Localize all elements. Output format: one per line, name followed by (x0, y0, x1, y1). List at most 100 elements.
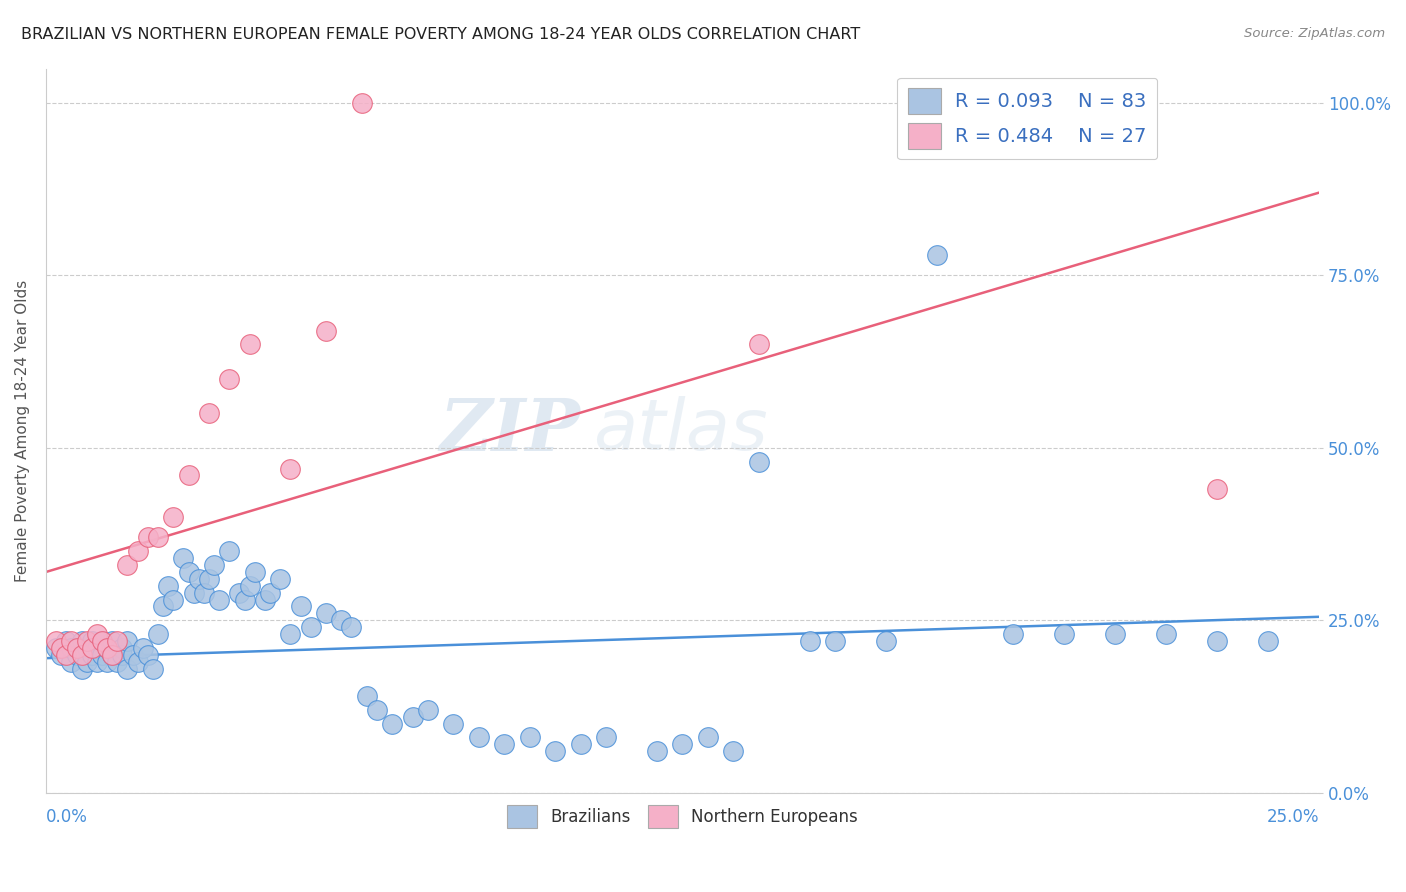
Point (381, 716, 404, 731)
Point (645, 744, 668, 758)
Point (146, 531, 169, 545)
Point (269, 572, 291, 586)
Point (198, 406, 221, 420)
Point (290, 599, 312, 614)
Text: Source: ZipAtlas.com: Source: ZipAtlas.com (1244, 27, 1385, 40)
Legend: Brazilians, Northern Europeans: Brazilians, Northern Europeans (501, 798, 865, 835)
Point (177, 565, 200, 579)
Point (280, 461, 302, 475)
Point (60, 655, 83, 669)
Point (132, 640, 155, 655)
Point (239, 579, 262, 593)
Point (187, 572, 209, 586)
Point (202, 558, 225, 572)
Point (198, 572, 221, 586)
Point (468, 731, 491, 745)
Point (595, 731, 617, 745)
Point (91, 648, 114, 662)
Text: 25.0%: 25.0% (1267, 807, 1319, 826)
Point (315, 607, 337, 621)
Point (233, 592, 256, 607)
Point (208, 592, 231, 607)
Point (544, 744, 567, 758)
Point (76, 634, 98, 648)
Point (96, 640, 118, 655)
Point (146, 627, 169, 641)
Point (259, 585, 281, 599)
Point (228, 585, 250, 599)
Point (80, 648, 103, 662)
Point (127, 655, 149, 669)
Point (45, 640, 67, 655)
Point (65, 648, 87, 662)
Point (1154, 627, 1177, 641)
Point (117, 634, 139, 648)
Point (925, 248, 948, 262)
Point (671, 738, 693, 752)
Point (177, 468, 200, 483)
Point (51, 648, 73, 662)
Point (117, 661, 139, 675)
Point (136, 648, 159, 662)
Point (76, 655, 98, 669)
Point (70, 648, 93, 662)
Point (1206, 482, 1229, 496)
Point (239, 337, 262, 351)
Point (253, 592, 276, 607)
Point (91, 634, 114, 648)
Point (350, 95, 373, 110)
Point (1206, 634, 1229, 648)
Point (152, 599, 174, 614)
Point (416, 703, 439, 717)
Point (45, 634, 67, 648)
Point (366, 703, 388, 717)
Point (162, 592, 184, 607)
Point (723, 744, 745, 758)
Point (111, 640, 134, 655)
Point (441, 716, 464, 731)
Point (299, 620, 322, 634)
Point (748, 337, 770, 351)
Point (70, 661, 93, 675)
Point (105, 655, 128, 669)
Point (142, 661, 165, 675)
Point (340, 620, 363, 634)
Point (76, 640, 98, 655)
Point (55, 648, 77, 662)
Point (86, 655, 108, 669)
Point (101, 634, 124, 648)
Point (157, 579, 180, 593)
Point (218, 544, 240, 558)
Point (569, 738, 592, 752)
Point (96, 655, 118, 669)
Point (127, 544, 149, 558)
Point (101, 648, 124, 662)
Point (1053, 627, 1076, 641)
Point (162, 509, 184, 524)
Point (86, 627, 108, 641)
Text: atlas: atlas (593, 396, 768, 465)
Point (96, 640, 118, 655)
Point (121, 648, 143, 662)
Point (105, 634, 128, 648)
Point (70, 634, 93, 648)
Point (60, 634, 83, 648)
Point (60, 640, 83, 655)
Point (65, 640, 87, 655)
Point (356, 689, 378, 703)
Point (401, 710, 423, 724)
Point (80, 634, 103, 648)
Point (697, 731, 720, 745)
Y-axis label: Female Poverty Among 18-24 Year Olds: Female Poverty Among 18-24 Year Olds (15, 279, 30, 582)
Point (519, 731, 541, 745)
Point (748, 455, 770, 469)
Point (330, 613, 353, 627)
Point (55, 634, 77, 648)
Point (824, 634, 846, 648)
Point (136, 531, 159, 545)
Point (117, 558, 139, 572)
Point (218, 372, 240, 386)
Text: 0.0%: 0.0% (46, 807, 87, 826)
Point (243, 565, 266, 579)
Point (1002, 627, 1025, 641)
